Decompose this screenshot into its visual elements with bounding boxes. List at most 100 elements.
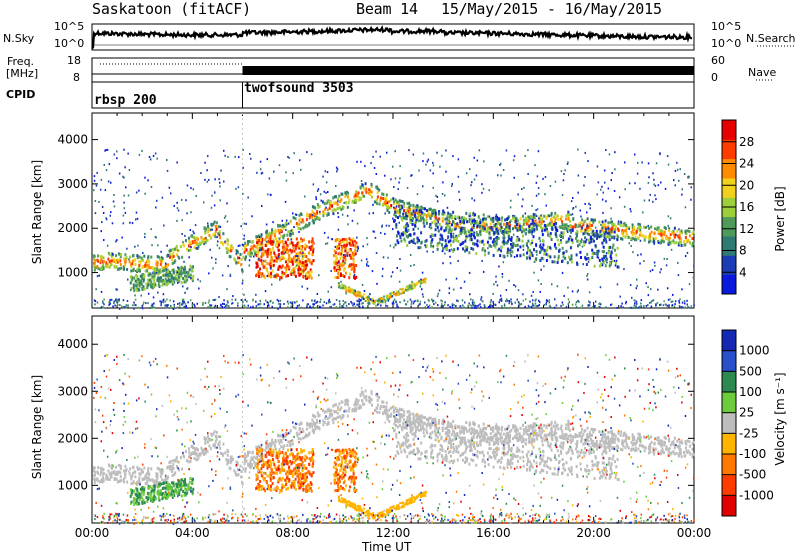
velocity-cell: [681, 441, 684, 445]
power-cell: [679, 305, 681, 308]
power-cell: [346, 190, 349, 194]
power-cell: [537, 305, 539, 307]
power-cell: [115, 298, 117, 301]
power-cell: [450, 229, 453, 233]
power-cell: [464, 232, 467, 236]
power-cell: [221, 302, 224, 305]
power-cell: [324, 207, 327, 211]
power-cell: [304, 247, 307, 251]
power-cell: [436, 195, 439, 198]
power-cell: [366, 263, 368, 266]
power-cell: [545, 215, 548, 219]
velocity-cell: [305, 433, 307, 437]
power-cell: [654, 228, 656, 231]
power-cell: [340, 251, 343, 254]
power-cell: [381, 275, 384, 278]
power-cell: [436, 295, 439, 298]
power-cell: [592, 218, 595, 222]
power-cell: [451, 303, 454, 306]
power-cell: [175, 245, 178, 248]
power-cell: [350, 256, 353, 260]
power-cell: [653, 178, 655, 181]
power-cell: [153, 302, 155, 305]
power-cell: [525, 228, 528, 232]
power-cell: [502, 222, 505, 226]
power-cell: [580, 226, 583, 230]
power-cell: [539, 259, 542, 262]
power-cell: [482, 217, 485, 221]
power-cell: [611, 236, 614, 240]
power-cell: [450, 214, 453, 218]
power-cell: [400, 288, 403, 291]
power-cell: [152, 155, 155, 157]
power-cell: [374, 236, 377, 239]
power-cell: [530, 222, 532, 225]
power-cell: [392, 300, 395, 303]
power-cell: [425, 278, 428, 281]
power-cell: [403, 201, 406, 205]
power-cell: [362, 305, 364, 308]
power-cell: [645, 226, 648, 229]
power-cell: [528, 229, 531, 232]
power-cell: [473, 242, 476, 245]
power-cell: [629, 306, 631, 309]
power-cell: [605, 149, 607, 151]
power-cell: [257, 270, 260, 274]
power-cell: [353, 276, 356, 279]
power-cell: [594, 226, 597, 229]
power-cell: [418, 169, 420, 172]
power-cell: [532, 224, 535, 228]
power-cell: [549, 304, 551, 307]
power-cell: [268, 262, 271, 266]
power-cell: [548, 299, 551, 302]
power-cell: [327, 300, 330, 303]
power-cell: [169, 280, 172, 284]
power-cell: [491, 226, 494, 230]
power-cell: [110, 259, 113, 263]
power-cell: [529, 300, 531, 303]
power-cell: [377, 302, 380, 305]
power-cell: [678, 179, 680, 182]
power-cell: [555, 246, 558, 250]
power-cell: [622, 306, 624, 309]
power-cell: [133, 289, 136, 293]
power-cell: [348, 264, 351, 267]
power-cell: [635, 305, 637, 308]
power-cell: [260, 262, 263, 265]
power-cell: [458, 190, 460, 193]
power-cell: [277, 224, 280, 228]
power-cell: [672, 239, 675, 243]
power-cell: [359, 293, 362, 296]
power-cell: [148, 283, 150, 286]
power-cell: [648, 199, 650, 202]
power-cell: [242, 279, 244, 282]
velocity-cell: [102, 468, 105, 472]
power-cell: [328, 301, 330, 304]
velocity-cell: [461, 427, 464, 431]
power-cell: [308, 240, 311, 244]
power-cell: [300, 246, 303, 250]
power-cell: [351, 219, 354, 222]
power-cell: [269, 231, 272, 235]
power-cell: [635, 302, 638, 305]
power-cell: [334, 208, 337, 212]
power-cell: [593, 305, 596, 308]
power-cell: [307, 214, 310, 217]
power-cell: [356, 194, 359, 198]
power-cell: [489, 305, 491, 308]
power-cell: [184, 305, 186, 308]
power-cell: [568, 213, 571, 217]
power-cell: [690, 305, 693, 308]
power-cell: [268, 177, 271, 180]
power-cell: [402, 233, 405, 237]
power-cell: [265, 232, 267, 235]
power-cell: [678, 301, 681, 304]
power-cell: [229, 274, 232, 277]
power-cell: [344, 195, 347, 198]
power-cell: [131, 259, 134, 263]
power-cell: [660, 303, 662, 306]
freq-series-2: [242, 66, 694, 75]
power-cell: [529, 306, 531, 309]
velocity-cell: [583, 438, 586, 442]
power-cell: [415, 205, 418, 209]
